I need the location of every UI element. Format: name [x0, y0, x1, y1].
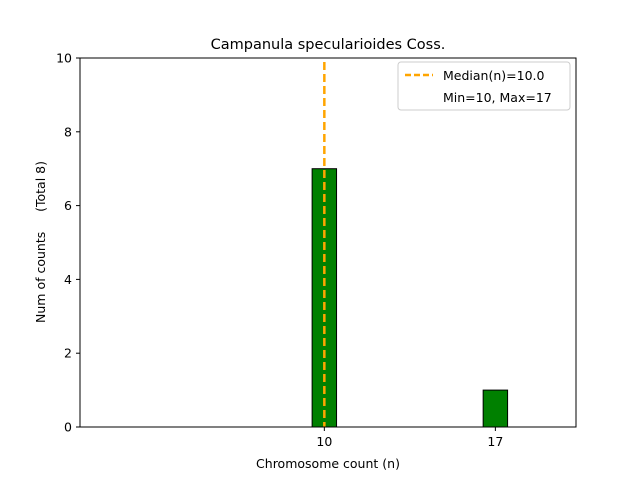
x-axis-label: Chromosome count (n) [256, 456, 400, 471]
x-tick-label: 10 [316, 434, 332, 449]
y-tick-label: 2 [64, 346, 72, 361]
y-tick-label: 6 [64, 198, 72, 213]
y-tick-label: 0 [64, 420, 72, 435]
x-tick-label: 17 [487, 434, 503, 449]
x-axis-ticks: 10 17 [316, 427, 503, 449]
legend: Median(n)=10.0 Min=10, Max=17 [397, 61, 571, 111]
chart-title: Campanula specularioides Coss. [211, 37, 446, 53]
legend-entry-median: Median(n)=10.0 [443, 68, 544, 83]
y-tick-label: 10 [56, 51, 72, 66]
y-tick-label: 4 [64, 272, 72, 287]
legend-entry-minmax: Min=10, Max=17 [443, 90, 552, 105]
legend-box [397, 61, 571, 111]
axes-frame [79, 57, 577, 428]
bars-group [311, 168, 509, 428]
y-tick-label: 8 [64, 124, 72, 139]
bar-17 [482, 389, 509, 428]
y-axis-label: Num of counts (Total 8) [33, 161, 48, 323]
y-axis-ticks: 0 2 4 6 8 10 [56, 51, 80, 435]
